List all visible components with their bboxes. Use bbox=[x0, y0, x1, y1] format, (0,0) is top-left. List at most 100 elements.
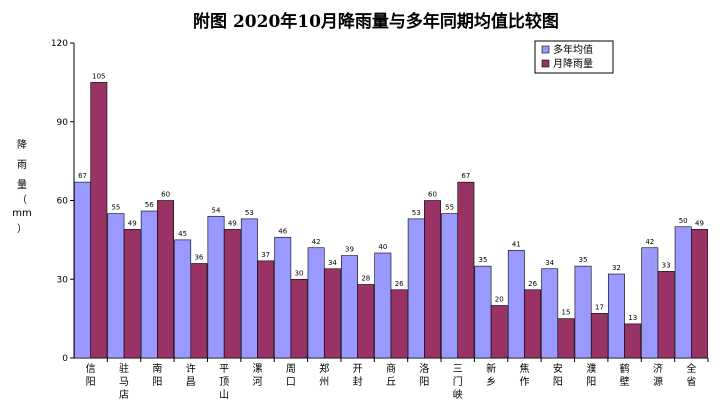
data-label: 49 bbox=[128, 219, 137, 227]
y-axis-label-char: ） bbox=[17, 223, 27, 235]
data-label: 55 bbox=[111, 204, 120, 212]
x-category-label: 周 bbox=[286, 363, 296, 375]
x-category-label: 顶 bbox=[219, 376, 229, 388]
bar-average bbox=[674, 226, 692, 359]
data-label: 54 bbox=[212, 206, 221, 214]
x-category-label: 洛 bbox=[419, 362, 429, 375]
y-tick-label: 0 bbox=[62, 354, 68, 364]
data-label: 13 bbox=[628, 314, 637, 322]
bar-monthly bbox=[424, 200, 441, 359]
x-category-label: 商 bbox=[386, 362, 396, 375]
x-category-label: 南 bbox=[152, 362, 162, 375]
bar-average bbox=[74, 181, 91, 359]
x-category-label: 许 bbox=[186, 363, 196, 375]
bar-monthly bbox=[90, 82, 108, 359]
data-label: 40 bbox=[378, 243, 387, 251]
bar-average bbox=[507, 250, 525, 359]
x-category-label: 源 bbox=[653, 375, 663, 388]
x-category-label: 郑 bbox=[319, 362, 329, 375]
data-label: 67 bbox=[461, 172, 470, 180]
x-category-label: 驻 bbox=[119, 362, 129, 375]
data-label: 67 bbox=[78, 172, 87, 180]
x-category-label: 阳 bbox=[152, 376, 162, 388]
x-category-label: 门 bbox=[453, 375, 463, 388]
data-label: 56 bbox=[145, 201, 154, 209]
data-label: 42 bbox=[645, 238, 654, 246]
x-category-label: 平 bbox=[219, 364, 229, 375]
data-label: 20 bbox=[495, 296, 504, 304]
bar-monthly bbox=[257, 260, 275, 359]
bar-average bbox=[341, 255, 358, 359]
data-label: 39 bbox=[345, 246, 354, 254]
bar-average bbox=[607, 273, 625, 359]
data-label: 33 bbox=[662, 261, 671, 269]
y-tick-label: 120 bbox=[51, 39, 68, 49]
data-label: 37 bbox=[261, 251, 270, 259]
x-category-label: 口 bbox=[286, 377, 296, 388]
x-category-label: 全 bbox=[686, 362, 696, 375]
x-category-label: 作 bbox=[519, 376, 529, 388]
x-category-label: 马 bbox=[119, 376, 129, 388]
data-label: 53 bbox=[412, 209, 421, 217]
data-label: 60 bbox=[161, 191, 170, 199]
bar-monthly bbox=[123, 229, 141, 359]
data-label: 17 bbox=[595, 303, 604, 311]
data-label: 45 bbox=[178, 230, 187, 238]
bar-monthly bbox=[357, 284, 375, 359]
data-label: 34 bbox=[328, 259, 337, 267]
data-label: 34 bbox=[545, 259, 554, 267]
x-category-label: 濮 bbox=[586, 362, 596, 375]
bar-average bbox=[174, 239, 192, 359]
data-label: 35 bbox=[478, 256, 487, 264]
data-label: 35 bbox=[579, 256, 588, 264]
bar-average bbox=[240, 218, 258, 359]
x-category-label: 鹤 bbox=[620, 362, 630, 375]
bar-average bbox=[207, 215, 225, 359]
legend-swatch-average bbox=[541, 45, 550, 54]
x-category-label: 峡 bbox=[453, 388, 463, 401]
y-tick-label: 30 bbox=[57, 275, 69, 285]
data-label: 15 bbox=[562, 309, 571, 317]
bar-monthly bbox=[290, 278, 308, 359]
bar-average bbox=[307, 247, 325, 359]
bar-average bbox=[641, 247, 659, 359]
data-label: 49 bbox=[695, 219, 704, 227]
bar-monthly bbox=[557, 318, 575, 359]
bar-average bbox=[407, 218, 425, 359]
x-category-label: 昌 bbox=[186, 376, 196, 388]
data-label: 49 bbox=[228, 219, 237, 227]
x-category-label: 焦 bbox=[519, 362, 529, 375]
bar-average bbox=[574, 265, 592, 359]
bar-average bbox=[541, 268, 559, 359]
x-category-label: 州 bbox=[319, 376, 329, 388]
bar-monthly bbox=[490, 305, 508, 359]
bar-monthly bbox=[190, 263, 208, 359]
bar-monthly bbox=[691, 229, 708, 359]
x-category-label: 店 bbox=[119, 388, 129, 401]
y-axis-label-char: mm bbox=[12, 208, 31, 219]
bar-average bbox=[107, 213, 125, 359]
x-category-label: 阳 bbox=[86, 376, 96, 388]
y-tick-label: 90 bbox=[57, 118, 69, 128]
x-category-label: 山 bbox=[219, 389, 229, 401]
y-axis-label-char: 降 bbox=[17, 138, 27, 151]
bar-monthly bbox=[657, 271, 675, 359]
legend-label-average: 多年均值 bbox=[553, 43, 593, 56]
x-category-label: 乡 bbox=[486, 376, 496, 388]
data-label: 105 bbox=[92, 72, 105, 80]
x-category-label: 阳 bbox=[419, 376, 429, 388]
legend-box bbox=[534, 40, 614, 74]
data-label: 55 bbox=[445, 204, 454, 212]
bar-monthly bbox=[624, 323, 642, 359]
data-label: 28 bbox=[361, 275, 370, 283]
data-label: 42 bbox=[312, 238, 321, 246]
x-category-label: 开 bbox=[353, 364, 363, 375]
y-axis-label-char: 量 bbox=[17, 179, 27, 191]
legend: 多年均值 月降雨量 bbox=[534, 40, 614, 74]
data-label: 46 bbox=[278, 227, 287, 235]
y-axis-label-char: （ bbox=[17, 194, 27, 206]
y-axis-label: 降雨量 （ mm ） bbox=[12, 138, 31, 235]
bar-monthly bbox=[223, 229, 241, 359]
bar-average bbox=[140, 210, 158, 359]
data-label: 32 bbox=[612, 264, 621, 272]
